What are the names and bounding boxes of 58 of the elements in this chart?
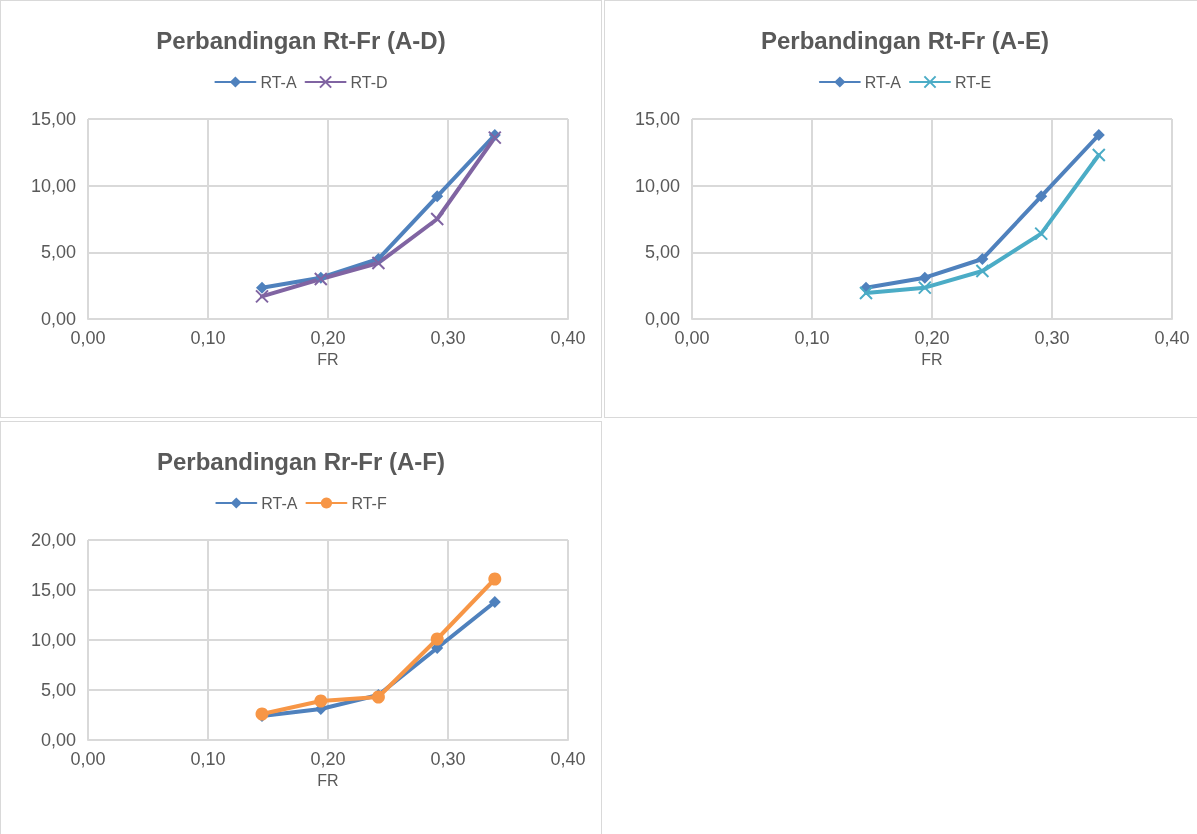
point — [431, 190, 444, 203]
point — [1035, 190, 1048, 203]
x-tick-label: 0,10 — [794, 328, 830, 348]
x-tick-label: 0,30 — [430, 328, 466, 348]
point — [1092, 129, 1105, 141]
point — [314, 694, 328, 708]
chart-title: Perbandingan Rt-Fr (A-D) — [156, 26, 446, 54]
y-tick-label: 0,00 — [40, 730, 76, 750]
x-tick-label: 0,30 — [1034, 328, 1070, 348]
y-tick-label: 15,00 — [30, 580, 76, 600]
point — [430, 212, 445, 226]
x-tick-label: 0,00 — [70, 328, 106, 348]
y-tick-label: 0,00 — [40, 309, 76, 329]
point — [488, 572, 502, 586]
y-tick-label: 15,00 — [30, 109, 76, 129]
y-tick-label: 10,00 — [30, 175, 76, 196]
legend-label: RT-D — [350, 73, 388, 91]
point — [976, 253, 989, 265]
y-tick-label: 5,00 — [40, 242, 76, 263]
x-axis-title: FR — [317, 350, 339, 368]
chart-title: Perbandingan Rr-Fr (A-F) — [157, 447, 445, 475]
legend-label: RT-A — [260, 73, 297, 91]
point — [371, 256, 386, 270]
x-tick-label: 0,10 — [190, 749, 226, 769]
x-tick-label: 0,40 — [1154, 328, 1190, 348]
x-tick-label: 0,10 — [190, 328, 226, 348]
x-tick-label: 0,40 — [550, 328, 586, 348]
x-tick-label: 0,30 — [430, 749, 466, 769]
point — [917, 280, 932, 295]
point — [918, 271, 931, 284]
point — [488, 596, 501, 608]
legend-label: RT-F — [351, 494, 387, 512]
point — [859, 286, 873, 300]
y-tick-label: 0,00 — [644, 309, 680, 329]
point — [430, 632, 444, 646]
legend-label: RT-E — [955, 73, 992, 91]
point — [255, 289, 269, 304]
legend-label: RT-A — [261, 494, 298, 512]
chart-title: Perbandingan Rt-Fr (A-E) — [761, 26, 1049, 54]
x-axis-title: FR — [921, 350, 943, 368]
y-tick-label: 10,00 — [634, 175, 680, 196]
point — [1091, 148, 1106, 162]
point — [975, 264, 990, 278]
x-tick-label: 0,20 — [310, 328, 346, 348]
y-tick-label: 10,00 — [30, 630, 76, 650]
x-tick-label: 0,00 — [70, 749, 106, 769]
x-tick-label: 0,40 — [550, 749, 586, 769]
legend-label: RT-A — [864, 73, 902, 91]
y-tick-label: 5,00 — [644, 242, 680, 263]
y-tick-label: 15,00 — [634, 109, 680, 129]
x-tick-label: 0,00 — [674, 328, 710, 348]
x-axis-title: FR — [317, 771, 339, 789]
point — [256, 281, 268, 294]
y-tick-label: 20,00 — [30, 530, 76, 550]
x-tick-label: 0,20 — [914, 328, 950, 348]
x-tick-label: 0,20 — [310, 749, 346, 769]
point — [487, 130, 502, 145]
y-tick-label: 5,00 — [40, 680, 76, 700]
